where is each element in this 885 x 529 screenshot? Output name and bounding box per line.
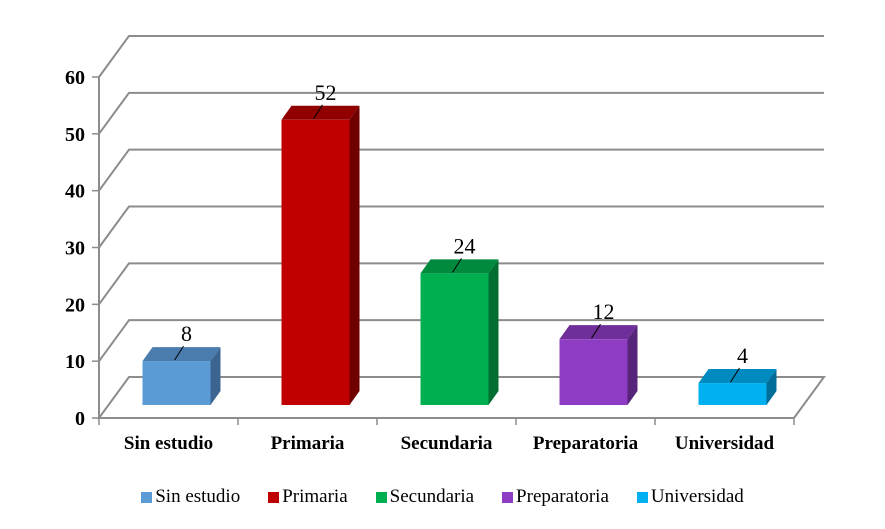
gridline	[98, 91, 824, 135]
x-category-label: Universidad	[675, 433, 775, 454]
legend-swatch	[636, 491, 648, 503]
data-label: 8	[181, 321, 192, 346]
bar-preparatoria	[559, 325, 638, 405]
x-category-label: Secundaria	[401, 433, 493, 454]
axes: 0 10 20 30 40 50 60 Sin estudio Primaria Secundar…	[65, 67, 795, 454]
data-label: 4	[737, 343, 748, 368]
legend-label: Secundaria	[389, 486, 475, 507]
legend-label: Sin estudio	[155, 486, 241, 507]
gridline	[98, 262, 824, 305]
y-tick-label: 20	[65, 294, 85, 316]
legend-label: Preparatoria	[516, 486, 609, 507]
data-labels: 8 52 24 12 4	[174, 80, 748, 383]
y-tick-label: 60	[65, 67, 85, 89]
gridline	[98, 35, 824, 78]
legend-item: Preparatoria	[502, 486, 609, 508]
legend-item: Primaria	[268, 486, 348, 508]
legend-swatch	[502, 491, 514, 503]
data-label: 52	[315, 80, 337, 105]
floor	[97, 376, 826, 419]
x-category-label: Primaria	[271, 433, 345, 454]
x-category-label: Preparatoria	[533, 433, 639, 454]
bar-chart-3d: 0 10 20 30 40 50 60 Sin estudio Primaria Secundar…	[65, 35, 826, 454]
gridline	[98, 148, 824, 192]
data-label: 12	[593, 299, 615, 324]
legend-label: Universidad	[650, 486, 744, 507]
y-tick-label: 30	[65, 238, 85, 260]
gridline	[98, 319, 824, 362]
legend: Sin estudio Primaria Secundaria Preparatori…	[0, 486, 885, 508]
legend-label: Primaria	[282, 486, 348, 507]
bar-universidad	[698, 369, 777, 405]
gridline	[98, 205, 824, 249]
y-tick-label: 10	[65, 351, 85, 373]
legend-item: Sin estudio	[141, 486, 240, 508]
legend-swatch	[268, 491, 280, 503]
bar-sin-estudio	[142, 347, 221, 405]
gridlines	[97, 35, 826, 419]
legend-item: Secundaria	[375, 486, 475, 508]
legend-swatch	[141, 491, 153, 503]
x-category-label: Sin estudio	[124, 433, 213, 454]
legend-item: Universidad	[636, 486, 744, 508]
y-tick-label: 40	[65, 181, 85, 203]
y-tick-label: 50	[65, 124, 85, 146]
legend-swatch	[375, 491, 387, 503]
y-tick-label: 0	[75, 408, 85, 430]
data-label: 24	[454, 233, 476, 258]
bar-secundaria	[420, 259, 499, 405]
bar-primaria	[281, 105, 360, 405]
bars	[142, 105, 777, 405]
